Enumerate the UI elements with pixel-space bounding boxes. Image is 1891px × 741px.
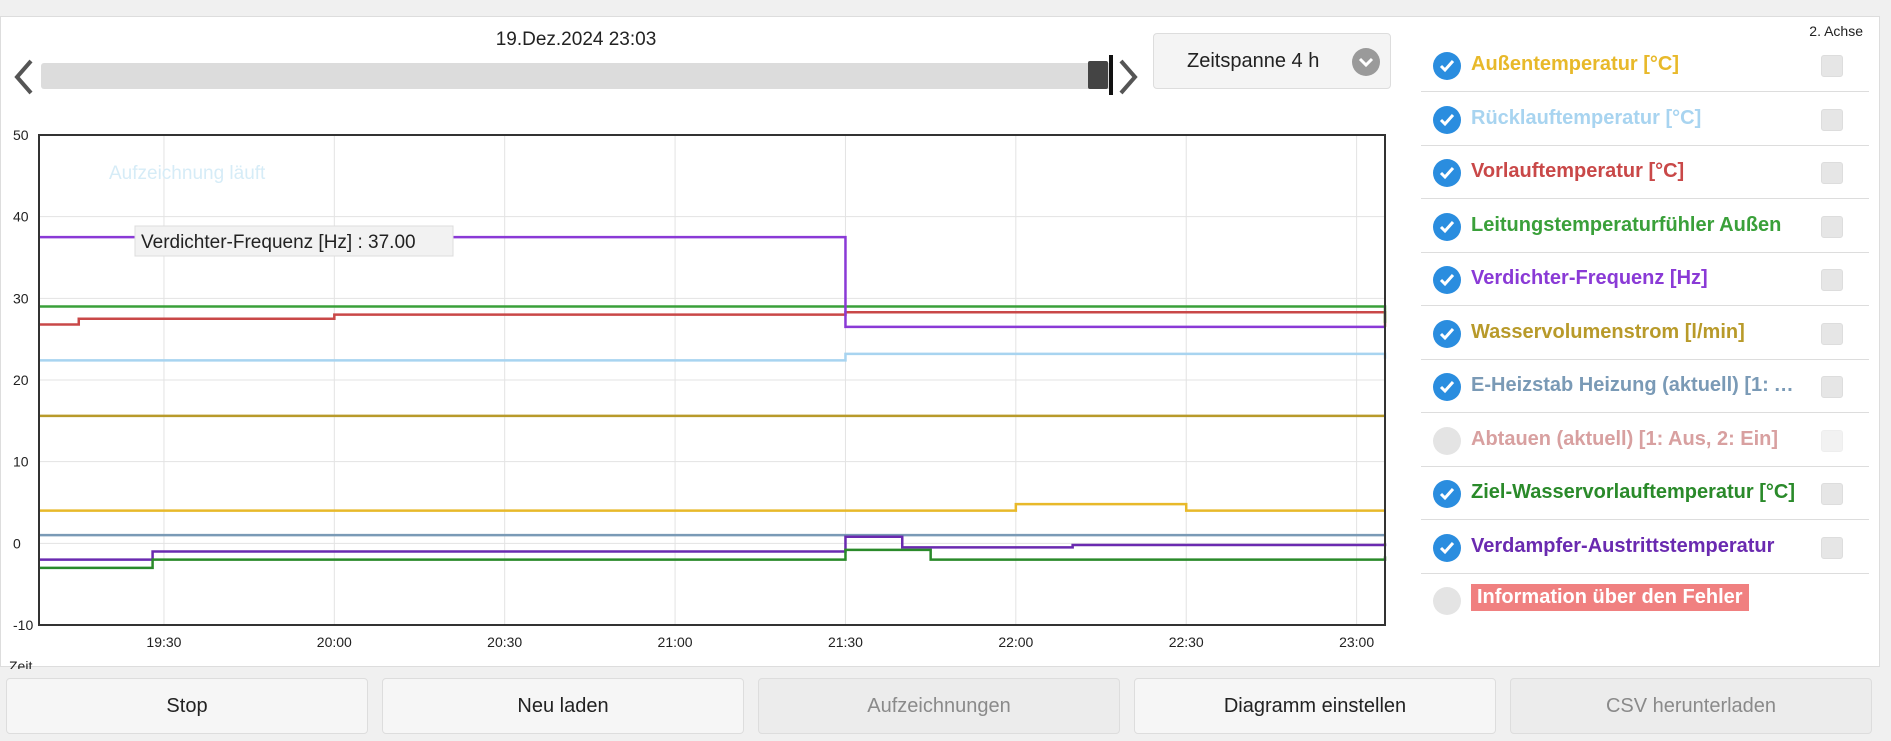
legend-item-label: Außentemperatur [°C] xyxy=(1471,53,1680,75)
timestamp: 19.Dez.2024 23:03 xyxy=(495,29,657,50)
legend-item[interactable]: E-Heizstab Heizung (aktuell) [1: Aus, 2:… xyxy=(1421,360,1869,413)
x-tick-label: 22:30 xyxy=(1169,634,1204,650)
legend-item-label: Leitungstemperaturfühler Außen xyxy=(1471,213,1782,236)
checkmark-icon[interactable] xyxy=(1433,533,1461,562)
configure-chart-button[interactable]: Diagramm einstellen xyxy=(1134,678,1496,734)
unchecked-circle-icon[interactable] xyxy=(1433,426,1461,455)
y-tick-label: 30 xyxy=(13,290,29,306)
timespan-dropdown[interactable]: Zeitspanne 4 h xyxy=(1153,33,1391,89)
second-axis-checkbox[interactable] xyxy=(1821,215,1843,238)
second-axis-checkbox[interactable] xyxy=(1821,376,1843,398)
second-axis-checkbox[interactable] xyxy=(1821,483,1843,505)
x-tick-label: 21:00 xyxy=(658,634,693,650)
tooltip-box xyxy=(134,225,454,257)
y-tick-label: 50 xyxy=(13,127,29,143)
checkmark-icon[interactable] xyxy=(1433,52,1461,80)
checkmark-icon[interactable] xyxy=(1433,105,1461,134)
reload-button[interactable]: Neu laden xyxy=(382,678,744,734)
x-tick-label: 21:30 xyxy=(828,634,863,650)
chevron-down-icon xyxy=(1352,48,1380,76)
series-line xyxy=(39,235,1385,329)
recording-status-text: Aufzeichnung läuft xyxy=(109,163,266,184)
legend-item-label: Verdampfer-Austrittstemperatur xyxy=(1471,534,1775,557)
legend-item-label: Verdichter-Frequenz [Hz] xyxy=(1471,267,1708,289)
stop-button[interactable]: Stop xyxy=(6,678,368,734)
y-tick-label: 20 xyxy=(13,372,29,388)
second-axis-checkbox[interactable] xyxy=(1821,429,1843,452)
next-arrow-icon[interactable] xyxy=(1115,55,1143,99)
plot-frame xyxy=(38,134,1386,626)
time-slider-marker xyxy=(1109,55,1113,95)
tooltip-text: Verdichter-Frequenz [Hz] : 37.00 xyxy=(141,232,416,253)
series-line xyxy=(39,548,1387,570)
legend-item[interactable]: Verdampfer-Austrittstemperatur xyxy=(1421,521,1869,574)
legend-item[interactable]: Wasservolumenstrom [l/min] xyxy=(1421,307,1869,360)
legend-item[interactable]: Vorlauftemperatur [°C] xyxy=(1421,146,1869,199)
records-button[interactable]: Aufzeichnungen xyxy=(758,678,1120,734)
second-axis-checkbox[interactable] xyxy=(1821,536,1843,559)
series-line xyxy=(39,502,1385,512)
checkmark-icon[interactable] xyxy=(1433,159,1461,187)
legend-item[interactable]: Rücklauftemperatur [°C] xyxy=(1421,93,1869,146)
checkmark-icon[interactable] xyxy=(1433,373,1461,401)
checkmark-icon[interactable] xyxy=(1433,319,1461,348)
time-slider-handle[interactable] xyxy=(1088,61,1108,89)
legend-panel: 2. Achse Außentemperatur [°C] Rücklauftem… xyxy=(1421,17,1871,657)
previous-arrow-icon[interactable] xyxy=(9,55,37,99)
second-axis-checkbox[interactable] xyxy=(1821,322,1843,345)
chart-panel: 19.Dez.2024 23:03 Zeitspanne 4 h 50 40 30 2… xyxy=(0,16,1880,669)
checkmark-icon[interactable] xyxy=(1433,480,1461,508)
checkmark-icon[interactable] xyxy=(1433,212,1461,241)
legend-item-label: E-Heizstab Heizung (aktuell) [1: Aus, 2:… xyxy=(1471,374,1801,396)
legend-item[interactable]: Ziel-Wasservorlauftemperatur [°C] xyxy=(1421,467,1869,520)
legend-item[interactable]: Verdichter-Frequenz [Hz] xyxy=(1421,253,1869,306)
x-tick-label: 23:00 xyxy=(1339,634,1374,650)
legend-item[interactable]: Außentemperatur [°C] xyxy=(1421,39,1869,92)
legend-item-label: Ziel-Wasservorlauftemperatur [°C] xyxy=(1471,481,1795,503)
x-tick-label: 20:30 xyxy=(487,634,522,650)
series-line xyxy=(39,310,1387,327)
y-tick-label: 0 xyxy=(13,535,21,551)
y-tick-label: 40 xyxy=(13,209,29,225)
error-checkbox[interactable] xyxy=(1433,587,1461,615)
x-axis-label: Zeit xyxy=(9,658,32,669)
timespan-label: Zeitspanne 4 h xyxy=(1187,49,1320,72)
second-axis-checkbox[interactable] xyxy=(1821,269,1843,291)
line-chart: 50 40 30 20 10 0 -10 19:30 20:00 20:30 21:00 21:30 2… xyxy=(9,127,1387,669)
button-bar: Stop Neu laden Aufzeichnungen Diagramm e… xyxy=(0,678,1891,736)
y-tick-label: 10 xyxy=(13,454,29,470)
csv-download-button[interactable]: CSV herunterladen xyxy=(1510,678,1872,734)
legend-item-label: Rücklauftemperatur [°C] xyxy=(1471,106,1702,129)
second-axis-header: 2. Achse xyxy=(1809,23,1863,39)
x-tick-label: 22:00 xyxy=(998,634,1033,650)
x-tick-label: 19:30 xyxy=(146,634,181,650)
second-axis-checkbox[interactable] xyxy=(1821,108,1843,131)
second-axis-checkbox[interactable] xyxy=(1821,162,1843,184)
error-info-badge[interactable]: Information über den Fehler xyxy=(1471,584,1749,611)
legend-item[interactable]: Leitungstemperaturfühler Außen xyxy=(1421,200,1869,253)
legend-item-label: Vorlauftemperatur [°C] xyxy=(1471,160,1685,182)
legend-item[interactable]: Abtauen (aktuell) [1: Aus, 2: Ein] xyxy=(1421,414,1869,467)
time-slider-track[interactable] xyxy=(41,63,1113,89)
y-tick-label: -10 xyxy=(13,617,33,633)
series-line xyxy=(39,535,1387,561)
legend-item-label: Abtauen (aktuell) [1: Aus, 2: Ein] xyxy=(1471,427,1779,450)
checkmark-icon[interactable] xyxy=(1433,266,1461,294)
x-tick-label: 20:00 xyxy=(317,634,352,650)
legend-item-label: Wasservolumenstrom [l/min] xyxy=(1471,320,1745,343)
second-axis-checkbox[interactable] xyxy=(1821,55,1843,77)
